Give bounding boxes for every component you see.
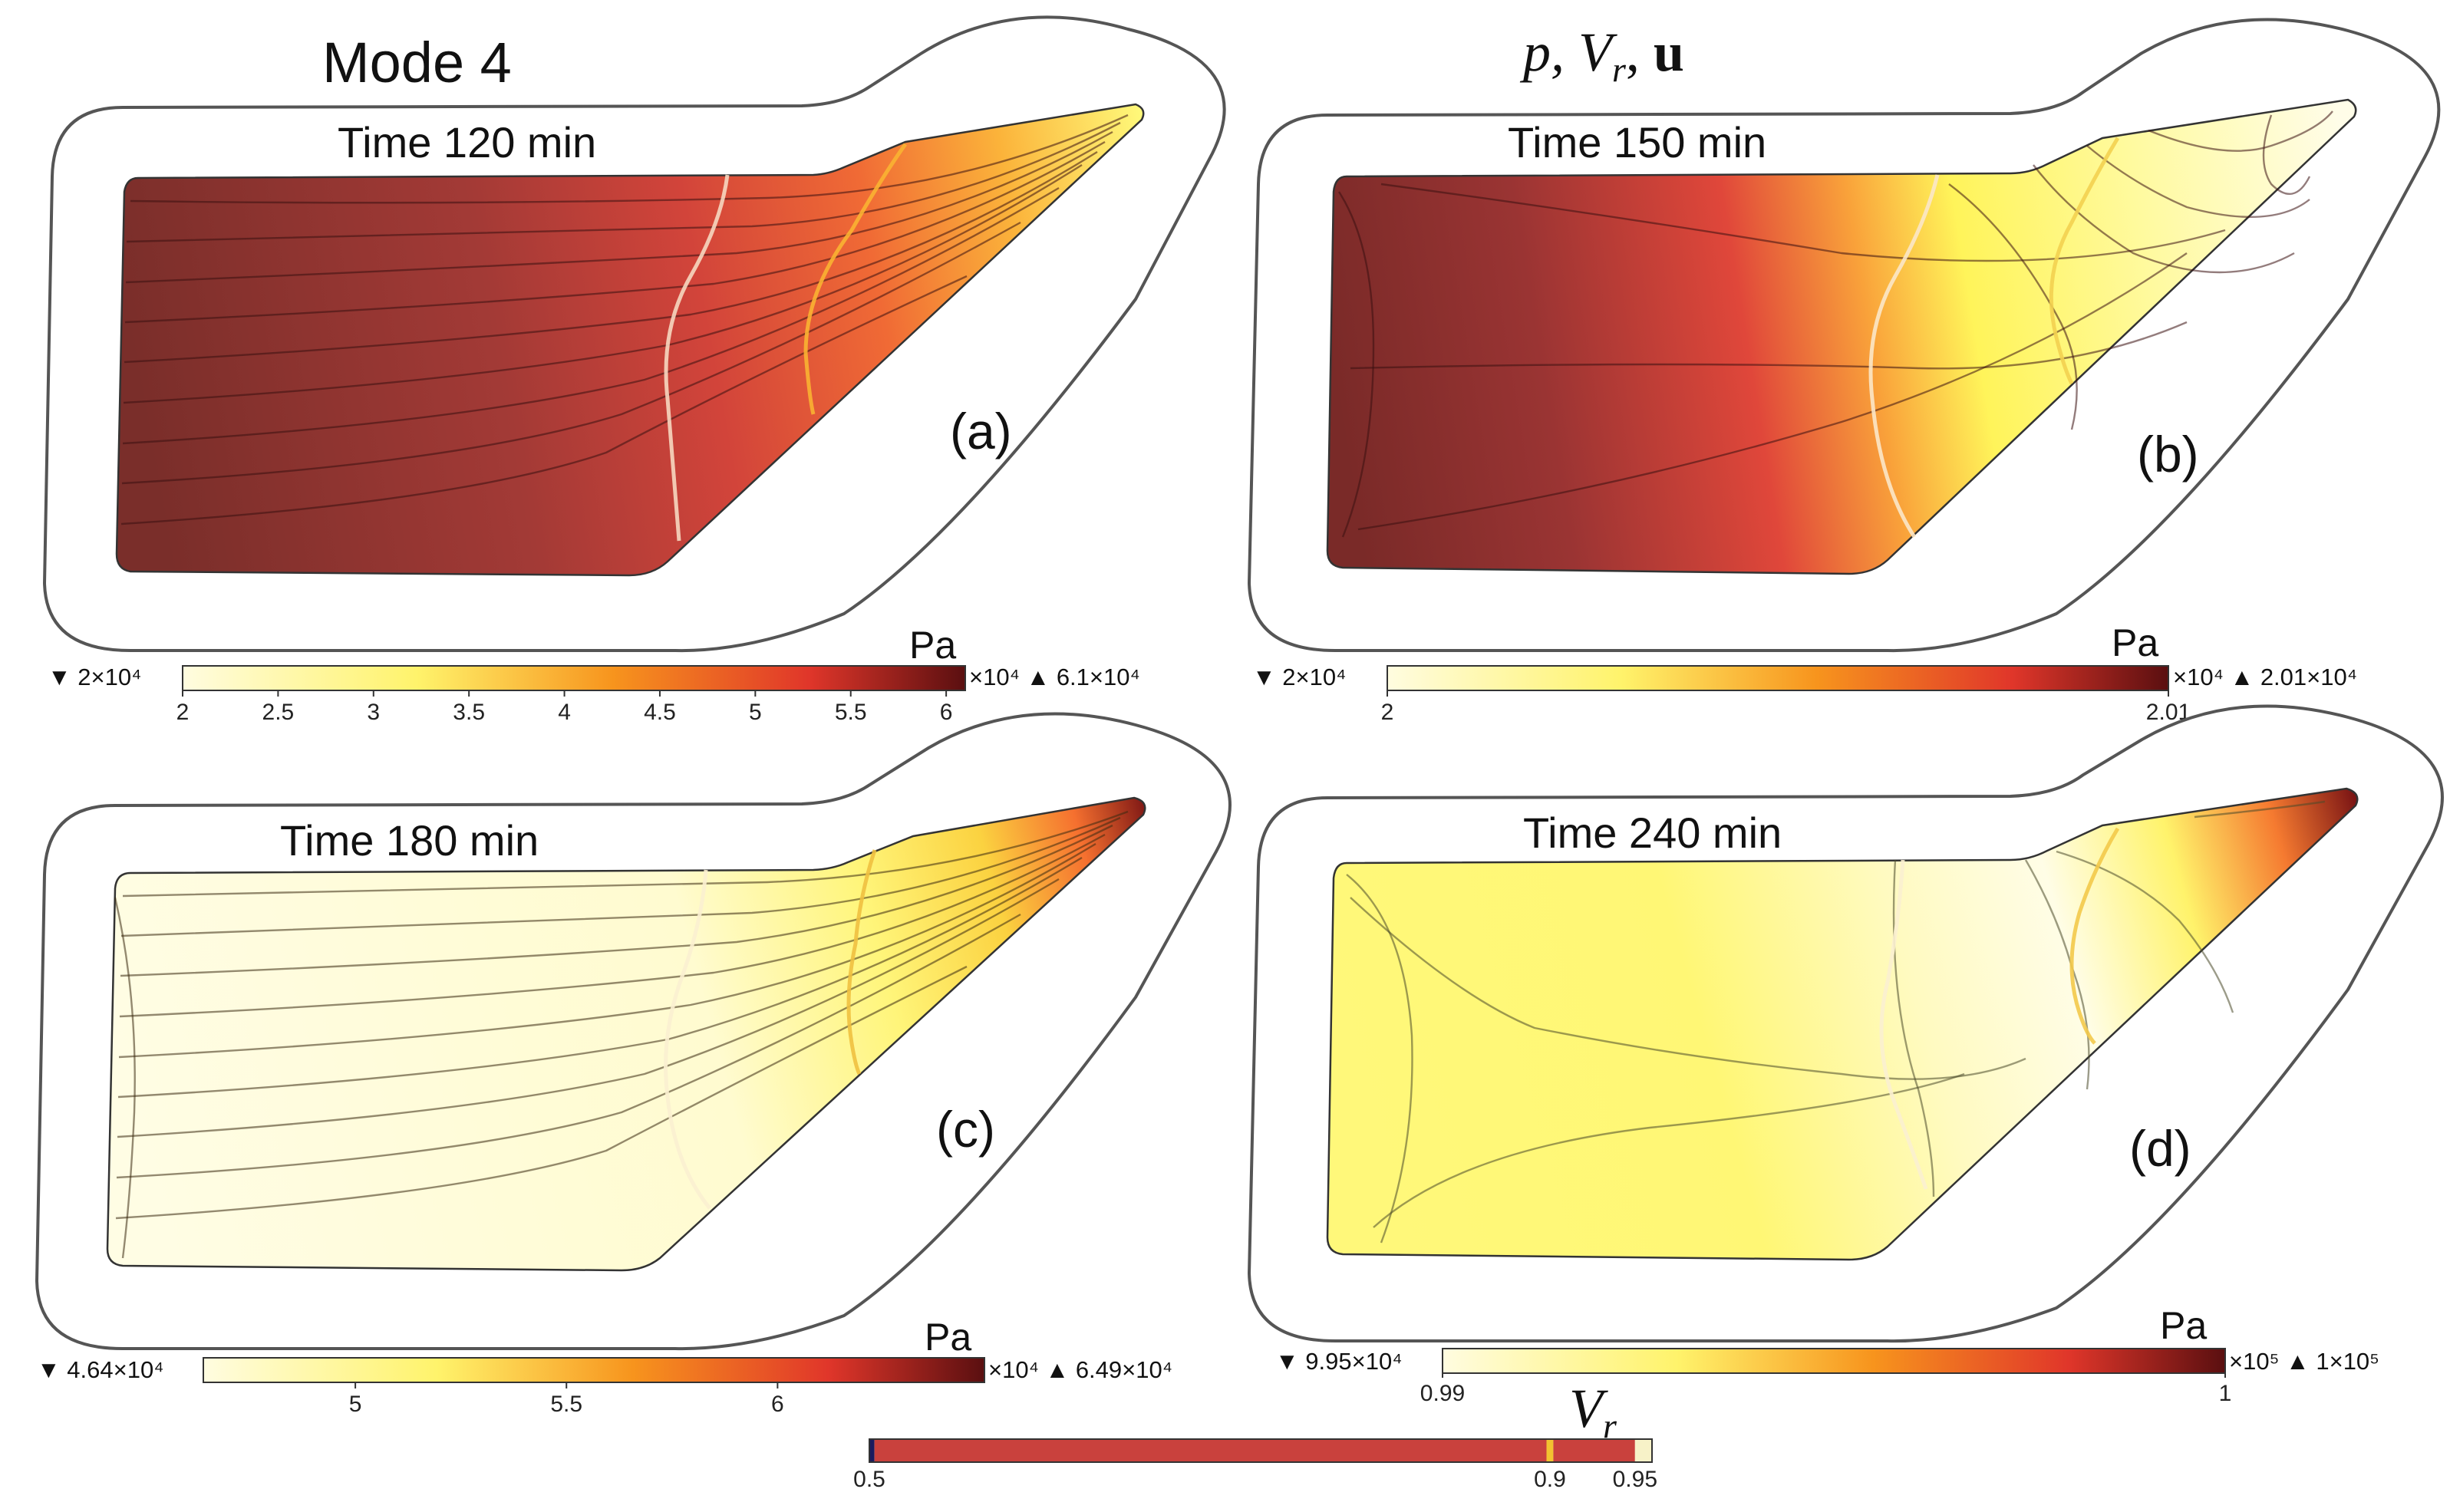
vr-legend-tick-label: 0.9 — [1534, 1467, 1566, 1492]
colorbar-tick-label: 6 — [940, 700, 953, 725]
colorbar-d-unit: Pa — [2160, 1304, 2207, 1347]
vr-contour-pale — [1868, 174, 1940, 539]
colorbar-d: Pa ▼ 9.95×10⁴ ×10⁵ ▲ 1×10⁵ 0.99 1 — [1275, 1304, 2379, 1406]
colorbar-tick-label: 2.5 — [262, 700, 295, 725]
panel-d: Time 240 min (d) Pa ▼ 9.95×10⁴ ×10⁵ ▲ 1×… — [1247, 704, 2444, 1406]
panel-a-time: Time 120 min — [338, 118, 596, 166]
vr-legend-ticks: 0.5 0.9 0.95 — [853, 1467, 1657, 1492]
colorbar-tick-label: 3 — [367, 700, 380, 725]
colorbar-tick-label: 4.5 — [644, 700, 676, 725]
panel-b-time: Time 150 min — [1508, 118, 1766, 166]
vr-legend-outline — [869, 1438, 1653, 1463]
colorbar-tick-label: 4 — [558, 700, 571, 725]
vr-legend-segment — [869, 1439, 875, 1462]
colorbar-tick-label: 0.99 — [1420, 1381, 1465, 1406]
colorbar-c-min: ▼ 4.64×10⁴ — [37, 1356, 164, 1383]
streamlines — [120, 114, 1129, 525]
vr-contour-pale — [664, 869, 711, 1210]
vr-contour-pale — [664, 174, 730, 542]
colorbar-c-unit: Pa — [925, 1316, 971, 1359]
vr-contour-yellow — [2049, 137, 2120, 385]
colorbar-tick-label: 2 — [1381, 700, 1394, 725]
colorbar-b-max: ×10⁴ ▲ 2.01×10⁴ — [2173, 664, 2357, 690]
colorbar-tick-label: 5 — [349, 1392, 362, 1417]
vr-legend-segment — [1553, 1439, 1635, 1462]
colorbar-tick-label: 6 — [771, 1392, 784, 1417]
colorbar-d-bar — [1442, 1348, 2226, 1374]
panel-c-label: (c) — [936, 1101, 995, 1158]
vr-legend-segment — [1546, 1439, 1554, 1462]
colorbar-tick-label: 1 — [2219, 1381, 2232, 1406]
colorbar-a-unit: Pa — [909, 624, 956, 667]
panel-c-time: Time 180 min — [280, 816, 539, 865]
colorbar-c-max: ×10⁴ ▲ 6.49×10⁴ — [988, 1356, 1172, 1383]
variables-title: p, Vr, u — [1519, 21, 1684, 89]
colorbar-tick-label: 5.5 — [835, 700, 867, 725]
panel-a-label: (a) — [950, 403, 1012, 460]
vr-contour-yellow — [2069, 827, 2120, 1045]
liquid-region — [115, 103, 1145, 577]
panel-c: Time 180 min (c) Pa ▼ 4.64×10⁴ ×10⁴ ▲ 6.… — [35, 712, 1232, 1417]
vr-legend-tick-label: 0.95 — [1613, 1467, 1657, 1492]
colorbar-tick-label: 5 — [749, 700, 762, 725]
colorbar-tick-label: 5.5 — [550, 1392, 582, 1417]
vr-legend-title: Vr — [1569, 1378, 1617, 1445]
vr-legend-segment — [1634, 1439, 1652, 1462]
colorbar-b: Pa ▼ 2×10⁴ ×10⁴ ▲ 2.01×10⁴ 2 2.01 — [1252, 621, 2357, 725]
colorbar-b-bar — [1387, 665, 2169, 691]
colorbar-b-min: ▼ 2×10⁴ — [1252, 664, 1346, 690]
mode-title: Mode 4 — [322, 31, 512, 94]
liquid-region — [1326, 98, 2357, 575]
panel-b-label: (b) — [2137, 426, 2199, 483]
vr-contour-yellow — [803, 143, 908, 415]
colorbar-a-min: ▼ 2×10⁴ — [48, 664, 141, 690]
vr-legend-bar — [869, 1438, 1653, 1463]
panel-a: Time 120 min (a) Pa ▼ 2×10⁴ ×10⁴ ▲ 6.1×1… — [42, 15, 1226, 725]
panel-b: Time 150 min (b) Pa ▼ 2×10⁴ ×10⁴ ▲ 2.01×… — [1247, 18, 2441, 725]
vr-contour-yellow — [846, 849, 877, 1076]
colorbar-tick-label: 3.5 — [453, 700, 485, 725]
liquid-region — [106, 796, 1146, 1272]
colorbar-b-unit: Pa — [2112, 621, 2158, 664]
streamlines — [1337, 110, 2333, 538]
colorbar-a-bar — [182, 665, 966, 691]
colorbar-d-max: ×10⁵ ▲ 1×10⁵ — [2229, 1348, 2379, 1375]
colorbar-tick-label: 2 — [176, 700, 190, 725]
vr-legend-tick-label: 0.5 — [853, 1467, 885, 1492]
colorbar-a: Pa ▼ 2×10⁴ ×10⁴ ▲ 6.1×10⁴ 2 2.5 3 3.5 4 4.5 5 5… — [48, 624, 1140, 725]
colorbar-d-min: ▼ 9.95×10⁴ — [1275, 1348, 1403, 1375]
colorbar-c-bar — [203, 1357, 985, 1383]
panel-d-time: Time 240 min — [1523, 809, 1782, 857]
vr-contour-pale — [1879, 859, 1928, 1190]
colorbar-a-max: ×10⁴ ▲ 6.1×10⁴ — [969, 664, 1140, 690]
liquid-region — [1326, 787, 2359, 1261]
vr-legend-segment — [874, 1439, 1547, 1462]
colorbar-c: Pa ▼ 4.64×10⁴ ×10⁴ ▲ 6.49×10⁴ 5 5.5 6 — [37, 1316, 1172, 1417]
panel-d-label: (d) — [2129, 1120, 2191, 1177]
vr-legend: Vr 0.5 0.9 0.95 — [853, 1378, 1657, 1492]
